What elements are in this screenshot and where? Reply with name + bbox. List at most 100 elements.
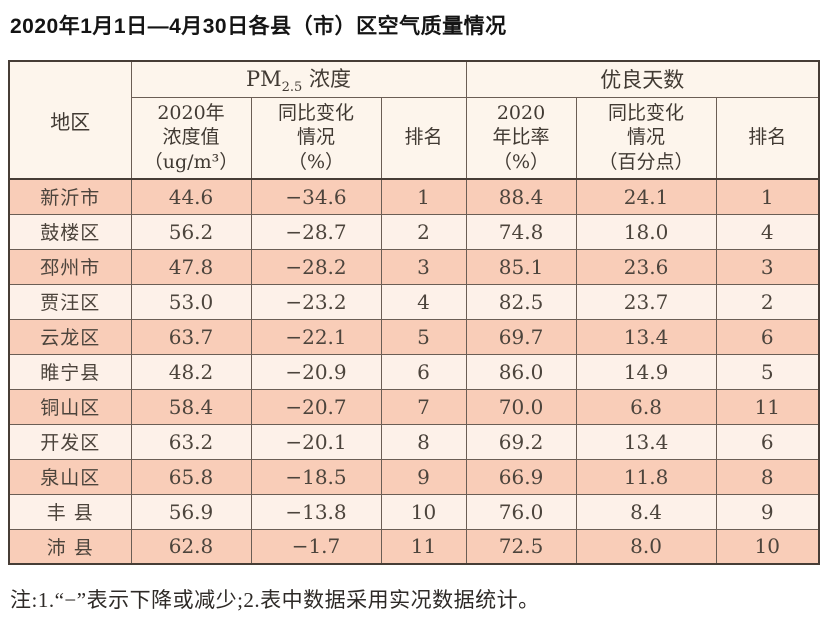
cell-region: 睢宁县 xyxy=(8,353,132,390)
cell-pm-rank: 11 xyxy=(380,528,467,565)
cell-pm-value: 62.8 xyxy=(130,528,252,565)
cell-region: 丰 县 xyxy=(8,493,132,530)
header-group-row: 地区 PM2.5 浓度 优良天数 xyxy=(8,60,820,180)
cell-pm-value: 63.2 xyxy=(130,423,252,460)
header-pm-value: 2020年 浓度值 （ug/m³） xyxy=(130,96,252,180)
cell-good-ratio: 76.0 xyxy=(465,493,577,530)
table-row: 睢宁县 48.2 −20.9 6 86.0 14.9 5 xyxy=(8,353,820,390)
cell-pm-change: −28.2 xyxy=(250,248,382,285)
cell-good-change: 13.4 xyxy=(575,423,717,460)
page-title: 2020年1月1日—4月30日各县（市）区空气质量情况 xyxy=(10,15,507,38)
cell-good-ratio: 88.4 xyxy=(465,178,577,215)
table-header: 地区 PM2.5 浓度 优良天数 2020年 浓度值 （ug/m³） 同比变化 … xyxy=(8,60,820,180)
cell-pm-change: −22.1 xyxy=(250,318,382,355)
header-good-ratio: 2020 年比率 （%） xyxy=(465,96,577,180)
table-row: 新沂市 44.6 −34.6 1 88.4 24.1 1 xyxy=(8,178,820,215)
cell-pm-rank: 1 xyxy=(380,178,467,215)
table-row: 邳州市 47.8 −28.2 3 85.1 23.6 3 xyxy=(8,248,820,285)
header-pm-rank: 排名 xyxy=(380,96,467,180)
cell-pm-rank: 4 xyxy=(380,283,467,320)
header-sub-row: 2020年 浓度值 （ug/m³） 同比变化 情况 （%） 排名 2020 年比… xyxy=(9,96,820,180)
cell-region: 云龙区 xyxy=(8,318,132,355)
cell-pm-value: 44.6 xyxy=(130,178,252,215)
cell-region: 沛 县 xyxy=(8,528,132,565)
cell-good-ratio: 72.5 xyxy=(465,528,577,565)
cell-pm-value: 56.9 xyxy=(130,493,252,530)
cell-pm-rank: 7 xyxy=(380,388,467,425)
header-pm-change: 同比变化 情况 （%） xyxy=(250,96,382,180)
header-good-rank: 排名 xyxy=(715,96,820,180)
cell-pm-change: −20.1 xyxy=(250,423,382,460)
cell-good-change: 18.0 xyxy=(575,213,717,250)
table-row: 鼓楼区 56.2 −28.7 2 74.8 18.0 4 xyxy=(8,213,820,250)
cell-pm-change: −23.2 xyxy=(250,283,382,320)
cell-good-rank: 11 xyxy=(715,388,820,425)
header-good-change: 同比变化 情况 （百分点） xyxy=(575,96,717,180)
cell-good-change: 8.0 xyxy=(575,528,717,565)
cell-region: 邳州市 xyxy=(8,248,132,285)
cell-pm-change: −1.7 xyxy=(250,528,382,565)
header-good-days-group: 优良天数 xyxy=(465,60,820,98)
cell-pm-change: −34.6 xyxy=(250,178,382,215)
cell-pm-rank: 6 xyxy=(380,353,467,390)
header-pm25-group: PM2.5 浓度 xyxy=(130,60,467,98)
cell-good-change: 6.8 xyxy=(575,388,717,425)
cell-good-ratio: 69.2 xyxy=(465,423,577,460)
cell-good-rank: 6 xyxy=(715,318,820,355)
cell-region: 鼓楼区 xyxy=(8,213,132,250)
cell-good-rank: 1 xyxy=(715,178,820,215)
cell-good-rank: 9 xyxy=(715,493,820,530)
cell-good-rank: 10 xyxy=(715,528,820,565)
table-row: 沛 县 62.8 −1.7 11 72.5 8.0 10 xyxy=(8,528,820,565)
cell-pm-value: 63.7 xyxy=(130,318,252,355)
cell-good-ratio: 74.8 xyxy=(465,213,577,250)
table-row: 铜山区 58.4 −20.7 7 70.0 6.8 11 xyxy=(8,388,820,425)
cell-pm-rank: 5 xyxy=(380,318,467,355)
cell-good-rank: 6 xyxy=(715,423,820,460)
cell-good-rank: 5 xyxy=(715,353,820,390)
cell-pm-value: 56.2 xyxy=(130,213,252,250)
cell-pm-rank: 2 xyxy=(380,213,467,250)
cell-pm-change: −20.7 xyxy=(250,388,382,425)
cell-pm-rank: 10 xyxy=(380,493,467,530)
air-quality-table: 地区 PM2.5 浓度 优良天数 2020年 浓度值 （ug/m³） 同比变化 … xyxy=(8,60,821,565)
table-row: 开发区 63.2 −20.1 8 69.2 13.4 6 xyxy=(8,423,820,460)
cell-pm-change: −18.5 xyxy=(250,458,382,495)
pm25-label-suffix: 浓度 xyxy=(302,67,352,92)
cell-pm-change: −13.8 xyxy=(250,493,382,530)
cell-good-rank: 2 xyxy=(715,283,820,320)
cell-region: 开发区 xyxy=(8,423,132,460)
cell-pm-value: 65.8 xyxy=(130,458,252,495)
cell-good-change: 8.4 xyxy=(575,493,717,530)
cell-pm-value: 48.2 xyxy=(130,353,252,390)
cell-good-ratio: 70.0 xyxy=(465,388,577,425)
cell-good-change: 24.1 xyxy=(575,178,717,215)
cell-region: 铜山区 xyxy=(8,388,132,425)
cell-good-change: 23.6 xyxy=(575,248,717,285)
header-region: 地区 xyxy=(8,60,132,180)
cell-pm-rank: 9 xyxy=(380,458,467,495)
cell-pm-rank: 8 xyxy=(380,423,467,460)
cell-pm-change: −28.7 xyxy=(250,213,382,250)
cell-good-ratio: 69.7 xyxy=(465,318,577,355)
cell-good-change: 13.4 xyxy=(575,318,717,355)
cell-pm-value: 53.0 xyxy=(130,283,252,320)
table-row: 云龙区 63.7 −22.1 5 69.7 13.4 6 xyxy=(8,318,820,355)
cell-pm-value: 58.4 xyxy=(130,388,252,425)
table-body: 新沂市 44.6 −34.6 1 88.4 24.1 1 鼓楼区 56.2 −28.7 2 74.8 1… xyxy=(8,178,820,565)
cell-pm-value: 47.8 xyxy=(130,248,252,285)
pm25-label: PM xyxy=(246,67,282,92)
cell-region: 泉山区 xyxy=(8,458,132,495)
footnote: 注:1.“−”表示下降或减少;2.表中数据采用实况数据统计。 xyxy=(10,588,540,612)
table-row: 泉山区 65.8 −18.5 9 66.9 11.8 8 xyxy=(8,458,820,495)
cell-good-ratio: 82.5 xyxy=(465,283,577,320)
cell-good-ratio: 85.1 xyxy=(465,248,577,285)
cell-good-rank: 4 xyxy=(715,213,820,250)
table-row: 丰 县 56.9 −13.8 10 76.0 8.4 9 xyxy=(8,493,820,530)
cell-region: 新沂市 xyxy=(8,178,132,215)
cell-good-change: 11.8 xyxy=(575,458,717,495)
pm25-subscript: 2.5 xyxy=(281,80,303,96)
cell-good-ratio: 86.0 xyxy=(465,353,577,390)
cell-region: 贾汪区 xyxy=(8,283,132,320)
